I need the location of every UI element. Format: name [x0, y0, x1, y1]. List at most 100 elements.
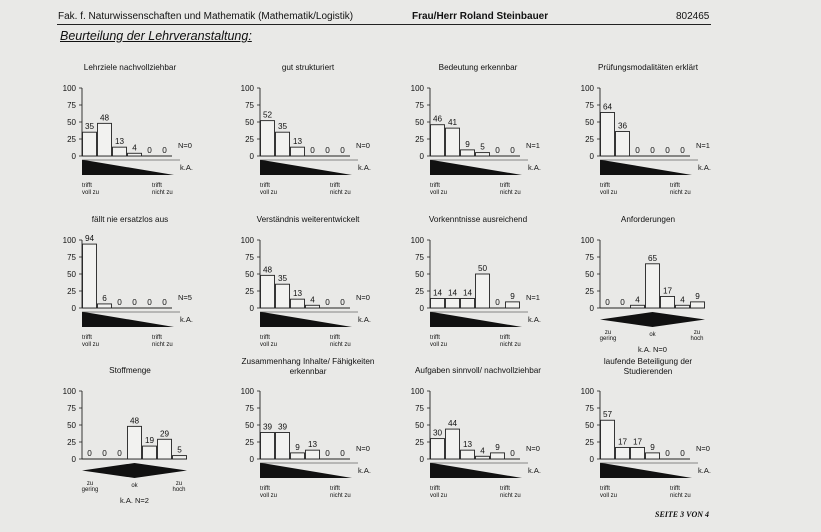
- y-tick-label: 75: [67, 101, 76, 110]
- bar-value-label: 35: [278, 274, 288, 283]
- bar-value-label: 65: [648, 254, 658, 263]
- bar-value-label: 9: [510, 292, 515, 301]
- y-tick-label: 0: [72, 152, 77, 161]
- bar-value-label: 44: [448, 419, 458, 428]
- y-tick-label: 0: [420, 304, 425, 313]
- bar-value-label: 14: [433, 288, 443, 297]
- scale-wedge: [260, 463, 352, 478]
- bar-value-label: 35: [85, 122, 95, 131]
- bar-value-label: 52: [263, 111, 273, 120]
- bar-value-label: 14: [463, 288, 473, 297]
- bar-value-label: 0: [102, 449, 107, 458]
- bar-value-label: 50: [478, 264, 488, 273]
- bar: [675, 304, 690, 309]
- chart-10: Zusammenhang Inhalte/ Fähigkeitenerkennb…: [241, 357, 375, 499]
- bar-value-label: 29: [160, 429, 170, 438]
- bar: [290, 452, 305, 460]
- bar: [305, 304, 320, 309]
- bar: [475, 273, 490, 309]
- bar: [460, 149, 475, 157]
- scale-high-label: trifft: [330, 335, 340, 341]
- bar: [260, 274, 275, 309]
- y-tick-label: 0: [72, 304, 77, 313]
- y-tick-label: 50: [585, 270, 594, 279]
- y-tick-label: 100: [581, 84, 595, 93]
- scale-low-label: voll zu: [82, 190, 99, 196]
- bar: [460, 298, 475, 309]
- no-answer-label: k.A.: [358, 466, 371, 475]
- no-answer-label: k.A.: [698, 163, 711, 172]
- bar-value-label: 13: [293, 137, 303, 146]
- bar: [690, 301, 705, 309]
- no-answer-label: k.A.: [358, 163, 371, 172]
- no-answer-label: k.A.: [180, 315, 193, 324]
- y-tick-label: 50: [585, 421, 594, 430]
- no-answer-label: k.A.: [180, 163, 193, 172]
- chart-title: Verständnis weiterentwickelt: [257, 215, 361, 224]
- bar-value-label: 0: [680, 449, 685, 458]
- bar: [82, 243, 97, 309]
- y-tick-label: 0: [590, 455, 595, 464]
- bar: [600, 112, 615, 157]
- bar: [275, 131, 290, 157]
- chart-title: Aufgaben sinnvoll/ nachvollziehbar: [415, 366, 541, 375]
- y-tick-label: 75: [245, 101, 254, 110]
- bar-value-label: 0: [495, 146, 500, 155]
- scale-low-label: trifft: [82, 183, 92, 189]
- chart-11: Aufgaben sinnvoll/ nachvollziehbar 0 25 50 7…: [411, 366, 542, 499]
- scale-mid-label: ok: [131, 483, 138, 489]
- bar-value-label: 0: [680, 146, 685, 155]
- chart-title: fällt nie ersatzlos aus: [92, 215, 168, 224]
- bar-value-label: 9: [465, 140, 470, 149]
- scale-low-label: voll zu: [260, 493, 277, 499]
- bar-value-label: 9: [695, 292, 700, 301]
- bar-value-label: 41: [448, 118, 458, 127]
- scale-high-label: nicht zu: [500, 190, 521, 196]
- bar-value-label: 0: [605, 298, 610, 307]
- y-tick-label: 100: [411, 236, 425, 245]
- y-tick-label: 75: [415, 404, 424, 413]
- bar-value-label: 30: [433, 429, 443, 438]
- y-tick-label: 0: [420, 455, 425, 464]
- bar-value-label: 17: [663, 286, 673, 295]
- bar-value-label: 57: [603, 410, 613, 419]
- y-tick-label: 100: [241, 84, 255, 93]
- scale-low-label: trifft: [260, 183, 270, 189]
- chart-title: Prüfungsmodalitäten erklärt: [598, 63, 699, 72]
- bar-value-label: 4: [635, 295, 640, 304]
- y-tick-label: 100: [63, 236, 77, 245]
- scale-high-label: nicht zu: [670, 190, 691, 196]
- bar-value-label: 0: [325, 146, 330, 155]
- bar: [275, 283, 290, 309]
- y-tick-label: 100: [581, 236, 595, 245]
- bar-value-label: 0: [132, 298, 137, 307]
- bar-value-label: 48: [130, 416, 140, 425]
- scale-wedge: [430, 312, 522, 327]
- bar-value-label: 0: [117, 298, 122, 307]
- bar: [445, 298, 460, 309]
- bar: [97, 122, 112, 157]
- bar: [305, 449, 320, 460]
- header-rule: [57, 24, 711, 25]
- y-tick-label: 25: [415, 135, 424, 144]
- bar: [260, 432, 275, 460]
- y-tick-label: 50: [415, 118, 424, 127]
- y-tick-label: 50: [67, 118, 76, 127]
- scale-high-label: hoch: [690, 336, 703, 342]
- bar-value-label: 4: [680, 295, 685, 304]
- bar-value-label: 17: [633, 437, 643, 446]
- scale-high-label: nicht zu: [152, 342, 173, 348]
- scale-low-label: trifft: [430, 486, 440, 492]
- bar: [157, 438, 172, 460]
- y-tick-label: 25: [415, 438, 424, 447]
- chart-title: gut strukturiert: [282, 63, 335, 72]
- scale-low-label: trifft: [600, 183, 610, 189]
- y-tick-label: 50: [415, 421, 424, 430]
- bar: [82, 131, 97, 157]
- bar: [460, 449, 475, 460]
- bar: [505, 301, 520, 309]
- n-count-label: k.A. N=2: [120, 496, 149, 505]
- scale-low-label: voll zu: [260, 190, 277, 196]
